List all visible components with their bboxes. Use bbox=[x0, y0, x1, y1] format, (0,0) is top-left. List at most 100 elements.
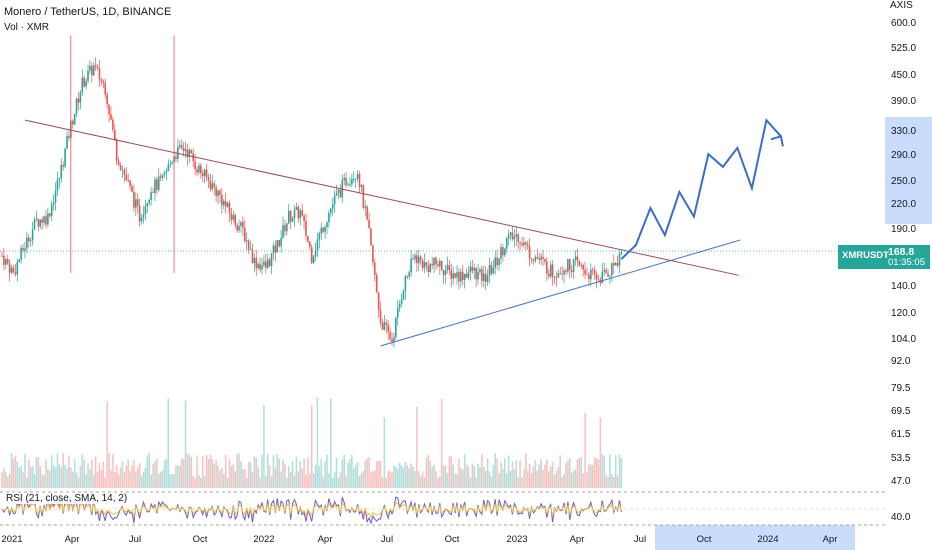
candle-body bbox=[513, 236, 516, 240]
volume-bar bbox=[73, 459, 76, 488]
volume-bar bbox=[440, 398, 443, 488]
volume-bar bbox=[494, 453, 497, 488]
volume-bar bbox=[58, 464, 61, 488]
candle-body bbox=[112, 119, 114, 130]
volume-bar bbox=[612, 476, 615, 488]
candle-body bbox=[377, 292, 380, 310]
axis-label[interactable]: AXIS bbox=[890, 0, 913, 11]
candle-body bbox=[570, 270, 573, 272]
candle-body bbox=[167, 164, 170, 172]
candle-body bbox=[351, 179, 353, 185]
volume-bar bbox=[159, 471, 162, 488]
volume-bar bbox=[167, 398, 170, 488]
candle-body bbox=[372, 245, 374, 263]
volume-bar bbox=[421, 472, 424, 488]
volume-bar bbox=[563, 474, 565, 488]
candle-body bbox=[45, 216, 47, 225]
candle-body bbox=[14, 272, 17, 275]
candle-body bbox=[360, 185, 363, 187]
rsi-label[interactable]: RSI (21, close, SMA, 14, 2) bbox=[4, 493, 130, 504]
price-highlight bbox=[885, 117, 932, 224]
volume-bar bbox=[286, 477, 288, 488]
resistance-trendline bbox=[24, 119, 739, 276]
volume-bar bbox=[611, 473, 613, 488]
candle-body bbox=[259, 263, 261, 270]
candle-body bbox=[5, 259, 7, 265]
volume-bar bbox=[230, 465, 233, 488]
volume-bar bbox=[303, 458, 305, 488]
candle-body bbox=[467, 272, 470, 278]
time-tick-label: Apr bbox=[570, 534, 585, 545]
volume-bar bbox=[163, 460, 166, 488]
volume-bar bbox=[425, 457, 428, 488]
volume-bar bbox=[584, 412, 586, 488]
candle-body bbox=[505, 237, 508, 249]
volume-bar bbox=[312, 473, 315, 488]
volume-bar bbox=[515, 460, 518, 488]
candle-body bbox=[442, 270, 445, 275]
volume-bar bbox=[310, 404, 313, 488]
volume-bar bbox=[433, 464, 435, 488]
candle-body bbox=[129, 180, 131, 187]
candle-body bbox=[16, 262, 19, 275]
candle-body bbox=[565, 270, 567, 272]
candle-body bbox=[431, 263, 433, 266]
volume-bar bbox=[574, 469, 577, 488]
volume-bar bbox=[182, 459, 185, 488]
candle-body bbox=[375, 274, 378, 293]
volume-bar bbox=[328, 473, 330, 488]
price-tick-label: 61.5 bbox=[891, 429, 911, 440]
candle-body bbox=[261, 265, 263, 270]
volume-bar bbox=[320, 458, 323, 488]
volume-bar bbox=[106, 401, 108, 488]
volume-bar bbox=[56, 453, 59, 488]
volume-bar bbox=[456, 474, 458, 488]
volume-bar bbox=[203, 476, 206, 488]
candle-body bbox=[482, 273, 485, 281]
volume-bar bbox=[108, 453, 110, 488]
volume-bar bbox=[14, 455, 17, 488]
price-tick-label: 140.0 bbox=[891, 281, 916, 292]
candle-body bbox=[240, 222, 242, 227]
volume-bar bbox=[194, 477, 196, 488]
candle-body bbox=[417, 256, 420, 264]
volume-bar bbox=[263, 405, 265, 488]
candle-body bbox=[108, 104, 110, 115]
volume-bar bbox=[513, 469, 516, 488]
candle-body bbox=[337, 189, 340, 193]
candle-body bbox=[593, 269, 596, 275]
candle-body bbox=[574, 256, 577, 260]
candle-body bbox=[22, 247, 24, 251]
candle-body bbox=[115, 140, 118, 161]
volume-bar bbox=[265, 476, 267, 488]
candle-body bbox=[221, 194, 223, 206]
candle-body bbox=[228, 202, 231, 214]
candle-body bbox=[272, 245, 275, 254]
candle-body bbox=[354, 178, 357, 180]
volume-bar bbox=[245, 477, 248, 488]
candle-body bbox=[175, 156, 177, 159]
candle-body bbox=[289, 210, 292, 222]
candle-body bbox=[588, 274, 590, 280]
volume-bar bbox=[308, 473, 311, 488]
candle-body bbox=[490, 265, 493, 274]
candle-body bbox=[373, 262, 376, 275]
time-tick-label: Jul bbox=[634, 534, 646, 545]
candle-body bbox=[335, 192, 338, 196]
volume-bar bbox=[331, 477, 334, 488]
candle-body bbox=[358, 174, 361, 187]
volume-bar bbox=[295, 456, 298, 488]
candle-body bbox=[87, 70, 89, 81]
time-tick-label: Apr bbox=[318, 534, 333, 545]
volume-bar bbox=[16, 461, 19, 488]
volume-bar bbox=[142, 471, 145, 488]
volume-bar bbox=[247, 461, 250, 488]
candle-body bbox=[282, 224, 284, 238]
candle-body bbox=[555, 277, 558, 279]
future-band bbox=[655, 525, 855, 550]
candle-body bbox=[609, 275, 611, 277]
candle-body bbox=[200, 165, 202, 174]
time-tick-label: Oct bbox=[697, 534, 712, 545]
volume-bar bbox=[496, 458, 498, 488]
